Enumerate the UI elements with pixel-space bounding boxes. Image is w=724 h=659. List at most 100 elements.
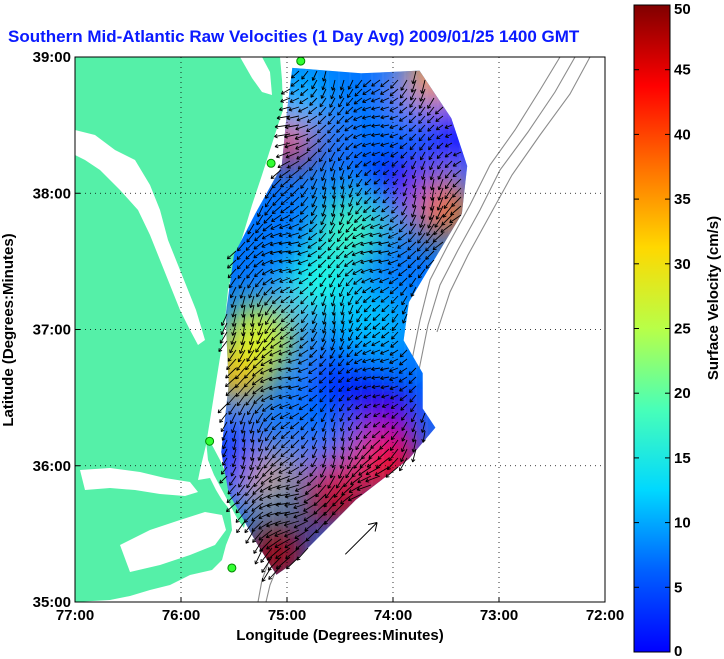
velocity-arrow bbox=[399, 106, 408, 114]
velocity-arrow bbox=[258, 502, 273, 510]
velocity-arrow bbox=[421, 430, 426, 443]
velocity-arrow bbox=[307, 232, 318, 241]
velocity-arrow bbox=[354, 286, 363, 295]
velocity-arrow bbox=[353, 142, 363, 149]
velocity-arrow bbox=[354, 394, 363, 400]
velocity-arrow bbox=[299, 97, 309, 104]
velocity-arrow bbox=[293, 493, 309, 501]
velocity-arrow bbox=[317, 250, 327, 259]
velocity-arrow bbox=[270, 232, 282, 238]
velocity-arrow bbox=[270, 223, 282, 230]
velocity-arrow bbox=[365, 475, 381, 483]
velocity-arrow bbox=[261, 232, 273, 240]
velocity-arrow bbox=[330, 286, 336, 298]
velocity-arrow bbox=[232, 439, 237, 451]
velocity-arrow bbox=[269, 394, 282, 401]
x-tick-label: 75:00 bbox=[268, 607, 306, 624]
velocity-arrow bbox=[407, 241, 417, 251]
velocity-arrow bbox=[287, 160, 300, 169]
velocity-arrow bbox=[357, 475, 372, 484]
velocity-arrow bbox=[253, 250, 264, 259]
velocity-arrow bbox=[247, 403, 255, 416]
velocity-arrow bbox=[436, 151, 444, 160]
velocity-arrow bbox=[317, 142, 327, 153]
radar-site-marker bbox=[227, 563, 237, 573]
velocity-arrow bbox=[245, 484, 255, 497]
velocity-arrow bbox=[320, 286, 327, 297]
velocity-arrow bbox=[251, 376, 264, 386]
velocity-arrow bbox=[402, 196, 408, 207]
velocity-arrow bbox=[261, 241, 273, 248]
velocity-arrow bbox=[330, 412, 336, 423]
velocity-arrow bbox=[337, 367, 345, 375]
velocity-arrow bbox=[239, 412, 246, 425]
velocity-arrow bbox=[391, 304, 399, 314]
velocity-arrow bbox=[340, 178, 345, 190]
velocity-arrow bbox=[278, 394, 291, 400]
velocity-arrow bbox=[346, 97, 354, 107]
velocity-arrow bbox=[311, 457, 318, 468]
velocity-arrow bbox=[256, 457, 264, 471]
velocity-arrow bbox=[274, 142, 291, 149]
velocity-arrow bbox=[381, 421, 390, 428]
velocity-arrow bbox=[322, 439, 327, 450]
y-tick-label: 36:00 bbox=[33, 458, 71, 475]
velocity-arrow bbox=[398, 457, 408, 472]
velocity-arrow bbox=[319, 394, 327, 403]
velocity-arrow bbox=[327, 475, 336, 489]
velocity-arrow bbox=[440, 223, 453, 233]
velocity-arrow bbox=[411, 421, 417, 433]
velocity-arrow bbox=[255, 466, 264, 479]
velocity-arrow bbox=[274, 538, 291, 548]
velocity-arrow bbox=[354, 160, 363, 168]
velocity-arrow bbox=[361, 115, 372, 120]
velocity-arrow bbox=[348, 178, 354, 189]
velocity-arrow bbox=[229, 475, 237, 486]
velocity-arrow bbox=[356, 196, 363, 206]
velocity-arrow bbox=[320, 403, 327, 413]
velocity-arrow bbox=[300, 331, 309, 341]
velocity-arrow bbox=[320, 466, 327, 478]
velocity-arrow bbox=[436, 133, 444, 140]
velocity-arrow bbox=[321, 322, 327, 334]
velocity-arrow bbox=[370, 439, 381, 449]
velocity-arrow bbox=[322, 313, 327, 325]
velocity-arrow bbox=[262, 223, 273, 232]
radar-site-marker bbox=[205, 436, 215, 446]
velocity-arrow bbox=[308, 358, 318, 366]
velocity-arrow bbox=[263, 412, 273, 422]
reference-arrow bbox=[344, 522, 378, 555]
velocity-arrow bbox=[402, 178, 408, 187]
velocity-arrow bbox=[266, 502, 282, 508]
velocity-arrow bbox=[287, 358, 300, 364]
velocity-arrow bbox=[347, 79, 354, 90]
velocity-arrow bbox=[348, 421, 354, 431]
velocity-arrow bbox=[340, 187, 345, 199]
velocity-arrow bbox=[400, 448, 408, 463]
velocity-arrow bbox=[298, 349, 309, 357]
velocity-arrow bbox=[329, 466, 336, 479]
velocity-arrow bbox=[361, 133, 372, 138]
velocity-arrow bbox=[339, 205, 345, 217]
velocity-arrow bbox=[331, 457, 336, 469]
velocity-arrow bbox=[390, 403, 399, 409]
velocity-arrow bbox=[330, 295, 336, 307]
velocity-arrow bbox=[339, 403, 345, 412]
velocity-arrow bbox=[390, 394, 399, 400]
velocity-arrow bbox=[354, 358, 363, 364]
velocity-arrow bbox=[289, 421, 300, 430]
velocity-arrow bbox=[310, 340, 318, 350]
velocity-arrow bbox=[337, 151, 345, 162]
velocity-arrow bbox=[283, 133, 300, 139]
velocity-arrow bbox=[309, 403, 318, 412]
chesapeake-bay bbox=[75, 130, 205, 345]
velocity-arrow bbox=[220, 313, 228, 326]
velocity-arrow bbox=[393, 178, 399, 186]
velocity-arrow bbox=[289, 214, 300, 222]
velocity-arrow bbox=[402, 169, 408, 178]
velocity-arrow bbox=[379, 439, 390, 450]
velocity-arrow bbox=[268, 358, 282, 365]
velocity-arrow bbox=[340, 430, 345, 442]
velocity-arrow bbox=[337, 223, 345, 234]
velocity-arrow bbox=[239, 340, 246, 354]
